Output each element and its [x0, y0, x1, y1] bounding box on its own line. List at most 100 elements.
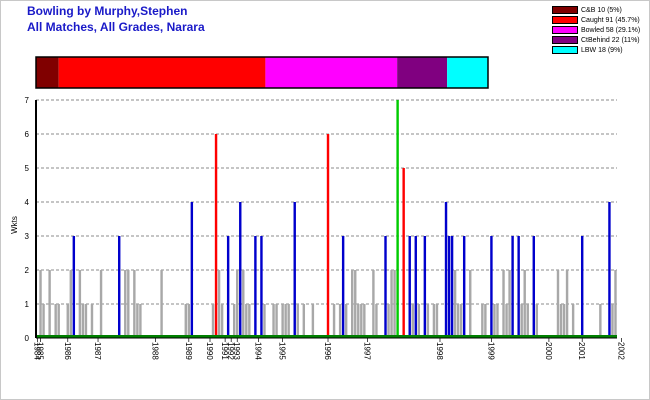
y-tick-label: 0 [25, 334, 30, 343]
bar [184, 304, 187, 338]
bar [393, 270, 396, 338]
bar [580, 236, 584, 338]
bar [453, 270, 457, 338]
bar [459, 304, 463, 338]
x-tick-label: 1985 [36, 342, 45, 360]
x-tick-label: 2002 [617, 342, 626, 360]
legend-label-cb: C&B 10 (5%) [581, 6, 622, 14]
bar [387, 304, 390, 338]
bar [281, 304, 284, 338]
dismissal-share-3 [397, 57, 448, 88]
bar [236, 270, 239, 338]
bar [311, 304, 315, 338]
bar [484, 304, 487, 338]
bar [136, 304, 139, 338]
y-tick-label: 5 [25, 164, 30, 173]
bar [248, 304, 251, 338]
x-tick-label: 2001 [577, 342, 586, 360]
bar [363, 304, 366, 338]
dismissal-share-2 [265, 57, 398, 88]
bar [450, 236, 454, 338]
bar [571, 304, 575, 338]
x-tick-label: 1996 [323, 342, 332, 360]
x-baseline [36, 335, 617, 338]
x-tick-label: 1991 [220, 342, 229, 360]
bar [535, 304, 539, 338]
bar [54, 304, 57, 338]
bar [396, 100, 399, 338]
legend-label-ctbehind: CtBehind 22 (11%) [581, 36, 640, 44]
legend-swatch-cb [552, 6, 578, 14]
x-tick-label: 1987 [93, 342, 102, 360]
legend-item-cb: C&B 10 (5%) [552, 5, 640, 15]
x-tick-label: 1990 [205, 342, 214, 360]
y-tick-label: 4 [25, 198, 30, 207]
bar [293, 202, 296, 338]
bar [211, 304, 215, 338]
bar [57, 304, 60, 338]
bar [505, 304, 508, 338]
bar [84, 304, 88, 338]
bar [599, 304, 602, 338]
bar [469, 270, 472, 338]
x-tick-label: 1994 [253, 342, 262, 360]
bar [490, 236, 493, 338]
bar [411, 304, 414, 338]
x-tick-label: 2000 [544, 342, 553, 360]
y-tick-label: 2 [25, 266, 30, 275]
bar [384, 236, 387, 338]
bar [344, 304, 348, 338]
bar [217, 270, 221, 338]
dismissal-share-0 [36, 57, 59, 88]
y-tick-label: 7 [25, 96, 30, 105]
bar [502, 270, 505, 338]
bar [99, 270, 103, 338]
bar [302, 304, 306, 338]
bar [48, 270, 51, 338]
bar [81, 304, 85, 338]
bar [190, 202, 194, 338]
bar [139, 304, 142, 338]
bar [66, 304, 69, 338]
bar [220, 304, 224, 338]
bar [408, 236, 411, 338]
y-axis-label: Wkts [10, 216, 19, 234]
bar [611, 304, 614, 338]
x-tick-label: 1995 [278, 342, 287, 360]
bar [160, 270, 163, 338]
bar [493, 304, 496, 338]
legend: C&B 10 (5%) Caught 91 (45.7%) Bowled 58 … [552, 5, 640, 55]
bar [447, 236, 451, 338]
dismissal-strip-border [35, 56, 489, 89]
bar [69, 270, 73, 338]
bar [511, 236, 514, 338]
bar [462, 236, 466, 338]
dismissal-share-1 [58, 57, 266, 88]
bar [390, 270, 393, 338]
x-tick-label: 1992 [226, 342, 235, 360]
bar [456, 304, 460, 338]
bar [526, 304, 529, 338]
legend-item-caught: Caught 91 (45.7%) [552, 15, 640, 25]
bar [133, 270, 136, 338]
bar [565, 270, 569, 338]
bar [275, 304, 278, 338]
legend-item-ctbehind: CtBehind 22 (11%) [552, 35, 640, 45]
bar [296, 304, 299, 338]
bar [614, 270, 617, 338]
x-tick-label: 1984 [33, 342, 42, 360]
bar [532, 236, 535, 338]
legend-swatch-ctbehind [552, 36, 578, 44]
bar [351, 270, 354, 338]
legend-swatch-bowled [552, 26, 578, 34]
bar [187, 304, 191, 338]
bar [559, 304, 563, 338]
chart-title: Bowling by Murphy,Stephen [27, 4, 188, 18]
bar [90, 304, 94, 338]
bar [562, 304, 566, 338]
bar [254, 236, 257, 338]
bar [444, 202, 448, 338]
legend-swatch-lbw [552, 46, 578, 54]
bar [354, 270, 357, 338]
